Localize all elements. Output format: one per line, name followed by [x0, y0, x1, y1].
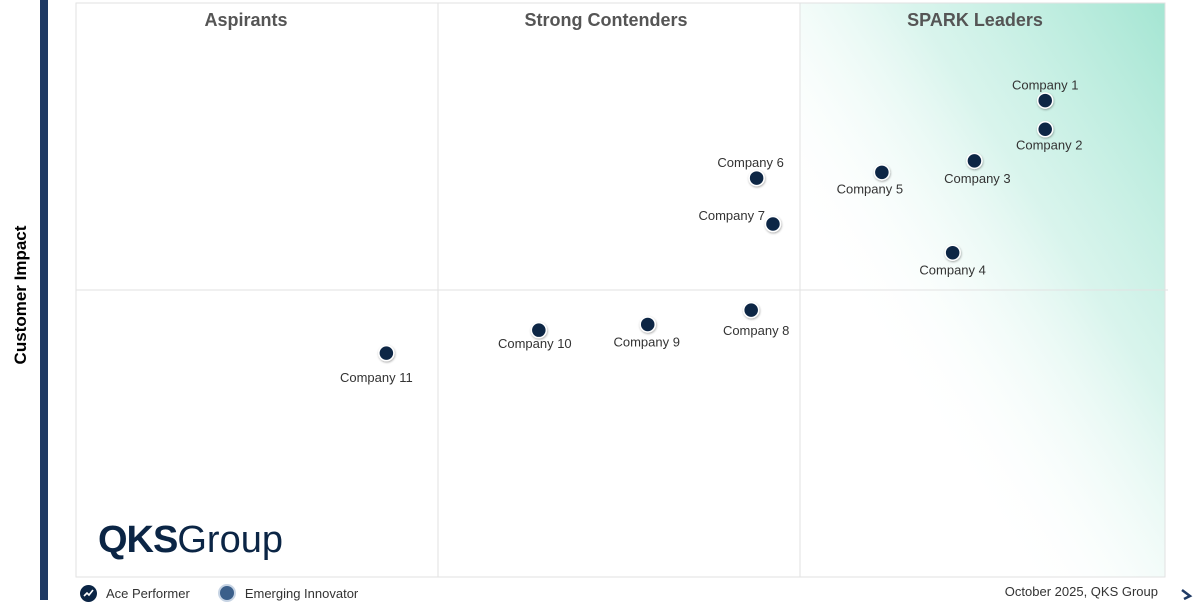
data-point-label-4: Company 4: [919, 263, 985, 278]
footer-date: October 2025, QKS Group: [1004, 584, 1158, 599]
data-point-2[interactable]: [1036, 121, 1054, 138]
y-axis-bar: [40, 0, 48, 600]
data-point-label-3: Company 3: [944, 171, 1010, 186]
data-point-label-5: Company 5: [837, 181, 903, 196]
data-point-label-9: Company 9: [613, 334, 679, 349]
data-point-3[interactable]: [966, 152, 983, 170]
ace-performer-icon: [80, 584, 97, 602]
data-point-label-10: Company 10: [498, 336, 572, 351]
quadrant-title-spark-leaders: SPARK Leaders: [907, 10, 1043, 30]
legend: Ace Performer Emerging Innovator: [80, 584, 386, 602]
data-point-8[interactable]: [742, 301, 760, 319]
data-point-label-2: Company 2: [1016, 137, 1082, 152]
quadrant-title-strong-contenders: Strong Contenders: [524, 10, 687, 30]
data-point-10[interactable]: [530, 321, 548, 339]
logo-bold-text: QKS: [98, 519, 178, 561]
data-point-1[interactable]: [1036, 92, 1054, 109]
data-point-6[interactable]: [748, 169, 765, 187]
points-layer: Company 1 Company 2 Company 3 Company 4 Comp…: [340, 78, 1082, 386]
logo-regular-text: Group: [177, 519, 283, 561]
qks-group-logo: QKSGroup: [98, 518, 283, 562]
data-point-label-1: Company 1: [1012, 78, 1078, 93]
data-point-label-8: Company 8: [723, 323, 789, 338]
data-point-label-11: Company 11: [340, 370, 413, 385]
data-point-7[interactable]: [764, 215, 782, 233]
quadrant-title-aspirants: Aspirants: [204, 10, 287, 30]
data-point-label-7: Company 7: [698, 208, 764, 223]
emerging-innovator-icon: [217, 584, 236, 602]
data-point-label-6: Company 6: [717, 155, 783, 170]
legend-emerging-innovator: Emerging Innovator: [244, 585, 359, 601]
data-point-11[interactable]: [378, 344, 395, 362]
data-point-5[interactable]: [873, 164, 891, 181]
data-point-9[interactable]: [639, 316, 656, 333]
legend-ace-performer: Ace Performer: [106, 585, 190, 601]
x-axis-arrow-icon: [1181, 589, 1193, 600]
data-point-4[interactable]: [944, 244, 961, 261]
